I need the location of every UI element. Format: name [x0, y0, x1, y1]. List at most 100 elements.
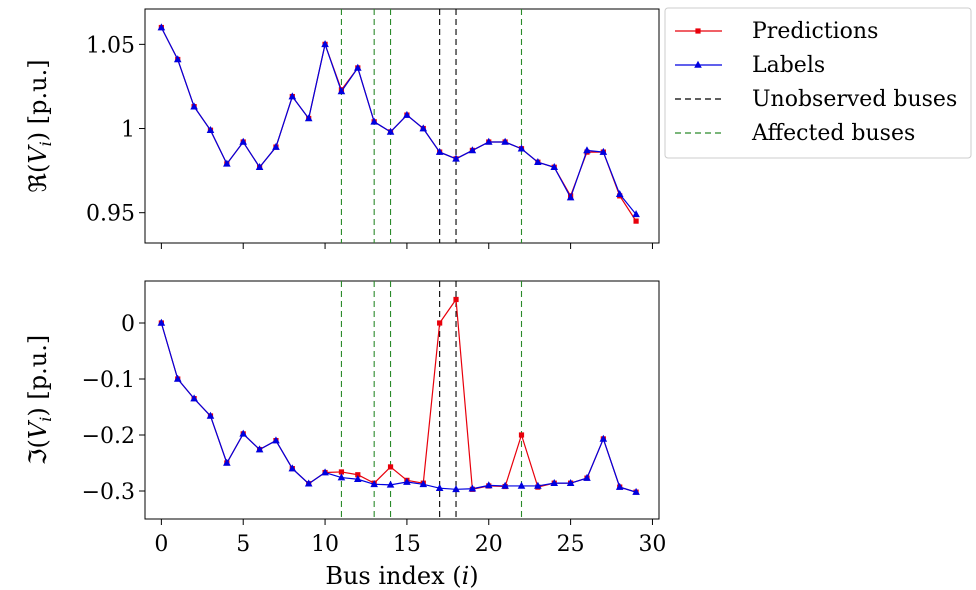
predictions-series-line: [160, 297, 637, 493]
legend-label-unobserved-buses: Unobserved buses: [752, 87, 957, 112]
imaginary-voltage-panel: 0−0.1−0.2−0.3 0 5 10 15 20 25 30 ℑ(Vi) [p.u.] …: [24, 280, 666, 590]
labels-point: [517, 481, 526, 489]
labels-point: [599, 434, 608, 442]
labels-point: [615, 189, 624, 197]
real-voltage-axis-label: ℜ(Vi) [p.u.]: [24, 59, 55, 192]
labels-point: [173, 374, 182, 382]
labels-point: [239, 137, 248, 145]
labels-point: [550, 163, 559, 171]
y-tick-label: 0.95: [86, 202, 135, 227]
labels-series-line: [160, 27, 637, 215]
predictions-point: [633, 218, 639, 224]
labels-point: [190, 394, 198, 402]
bus-index-axis-label: Bus index (i): [325, 562, 478, 590]
labels-point: [550, 478, 559, 486]
predictions-point: [437, 320, 443, 326]
labels-point: [354, 63, 362, 71]
labels-point: [468, 146, 477, 154]
labels-point: [534, 481, 542, 489]
labels-point: [501, 137, 509, 145]
labels-point: [468, 484, 477, 492]
labels-point: [255, 163, 264, 171]
y-tick-label: 0: [121, 312, 135, 337]
labels-point: [255, 445, 264, 453]
predictions-point: [355, 472, 361, 478]
labels-point: [354, 475, 362, 483]
legend-box: [664, 7, 972, 159]
labels-point: [370, 480, 378, 488]
labels-point: [484, 481, 493, 489]
labels-point: [583, 146, 591, 154]
predictions-point: [518, 432, 525, 438]
labels-point: [206, 411, 215, 419]
y-tick-label: −0.2: [82, 424, 135, 449]
labels-point: [157, 318, 166, 326]
labels-point: [386, 127, 395, 135]
x-tick-label: 30: [638, 532, 666, 557]
real-voltage-plot-frame: [144, 8, 660, 244]
labels-point: [239, 429, 248, 437]
labels-point: [157, 23, 166, 31]
labels-point: [403, 477, 411, 485]
x-tick-label: 20: [475, 532, 503, 557]
labels-point: [566, 193, 575, 201]
labels-point: [272, 436, 280, 444]
labels-point: [337, 87, 346, 95]
labels-point: [206, 126, 215, 134]
labels-point: [452, 154, 460, 162]
labels-point: [403, 110, 411, 118]
labels-point: [632, 210, 640, 218]
imaginary-voltage-axis-label: ℑ(Vi) [p.u.]: [24, 335, 55, 465]
labels-point: [583, 473, 591, 481]
labels-point: [419, 480, 428, 488]
y-tick-label: 1: [121, 118, 135, 143]
labels-point: [615, 482, 624, 490]
labels-point: [599, 147, 608, 155]
legend: Predictions Labels Unobserved buses Affecte…: [664, 7, 972, 159]
labels-series-line: [160, 322, 637, 493]
labels-point: [223, 458, 231, 466]
y-tick-label: 1.05: [86, 33, 135, 58]
labels-point: [501, 481, 509, 489]
labels-point: [190, 102, 198, 110]
labels-point: [632, 487, 640, 495]
labels-point: [304, 114, 313, 122]
x-tick-label: 25: [557, 532, 585, 557]
labels-point: [566, 478, 575, 486]
predictions-point: [387, 464, 394, 470]
labels-point: [386, 480, 395, 488]
legend-label-predictions: Predictions: [752, 19, 878, 44]
labels-point: [321, 468, 329, 476]
labels-point: [370, 117, 378, 125]
labels-point: [517, 144, 526, 152]
labels-point: [173, 55, 182, 63]
labels-point: [534, 157, 542, 165]
predictions-point: [453, 296, 459, 303]
labels-point: [337, 473, 346, 481]
labels-point: [288, 464, 297, 472]
real-voltage-panel: 0.95 1 1.05 ℜ(Vi) [p.u.]: [24, 8, 660, 249]
imaginary-voltage-plot-frame: [144, 280, 660, 520]
labels-point: [223, 159, 231, 167]
legend-label-affected-buses: Affected buses: [751, 121, 915, 146]
legend-label-labels: Labels: [752, 53, 825, 78]
x-tick-label: 0: [154, 532, 168, 557]
legend-marker-labels: [694, 60, 702, 68]
y-tick-label: −0.1: [82, 368, 135, 393]
labels-point: [288, 92, 297, 100]
labels-point: [484, 137, 493, 145]
x-tick-label: 15: [393, 532, 421, 557]
labels-point: [419, 124, 428, 132]
labels-point: [304, 479, 313, 487]
predictions-point: [338, 469, 345, 475]
labels-point: [321, 40, 329, 48]
labels-point: [435, 147, 444, 155]
labels-point: [452, 485, 460, 493]
x-tick-label: 5: [236, 532, 250, 557]
legend-marker-predictions: [695, 28, 701, 34]
labels-point: [272, 142, 280, 150]
labels-point: [435, 484, 444, 491]
y-tick-label: −0.3: [82, 480, 135, 505]
x-tick-label: 10: [311, 532, 339, 557]
